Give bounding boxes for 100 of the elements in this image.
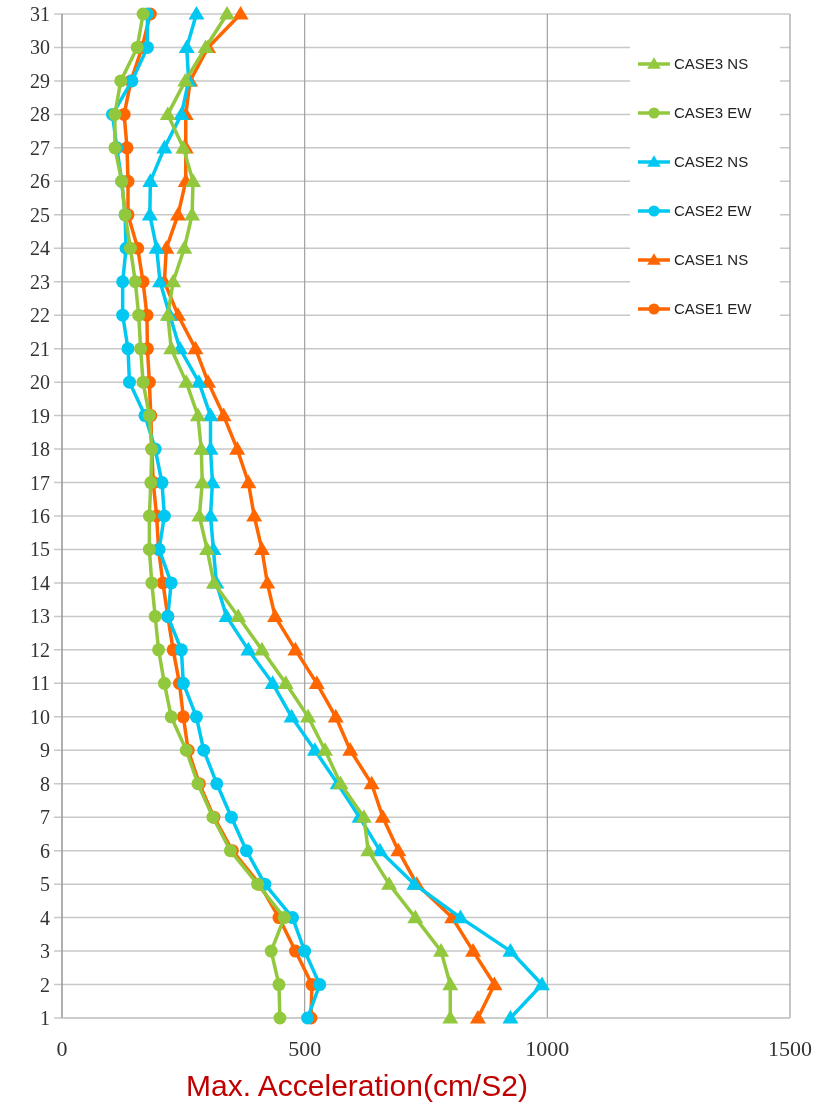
point: [218, 608, 235, 622]
point: [176, 240, 193, 254]
point: [253, 641, 270, 656]
point: [272, 978, 286, 992]
point: [277, 675, 294, 689]
point: [176, 710, 190, 724]
y-tick-label: 25: [30, 203, 50, 226]
point: [283, 708, 300, 723]
x-axis-title: Max. Acceleration(cm/S2): [186, 1069, 528, 1102]
y-tick-label: 19: [30, 404, 50, 427]
point: [130, 40, 144, 54]
point: [156, 139, 173, 154]
point: [163, 340, 180, 355]
point: [355, 809, 372, 823]
legend-label: CASE2 NS: [674, 153, 749, 171]
point: [240, 641, 257, 656]
point: [300, 708, 317, 723]
point: [390, 842, 407, 857]
point: [199, 541, 216, 556]
point: [165, 273, 182, 288]
point: [298, 944, 312, 958]
y-tick-label: 13: [30, 605, 50, 628]
legend-label: CASE3 EW: [674, 104, 753, 122]
y-tick-label: 11: [30, 672, 50, 695]
point: [407, 909, 424, 924]
point: [267, 608, 284, 622]
point: [148, 609, 162, 623]
point: [232, 6, 249, 20]
point: [128, 275, 142, 289]
point: [219, 6, 236, 20]
point: [239, 844, 253, 858]
y-tick-label: 16: [30, 505, 50, 527]
point: [433, 943, 450, 957]
y-tick-label: 12: [30, 638, 50, 661]
point: [381, 876, 398, 890]
y-tick-label: 14: [30, 571, 50, 594]
point: [360, 842, 377, 857]
point: [313, 978, 327, 992]
y-tick-label: 4: [40, 906, 50, 929]
point: [442, 1010, 459, 1024]
point: [259, 574, 276, 589]
point: [132, 308, 146, 322]
legend-label: CASE3 NS: [674, 55, 749, 73]
y-tick-label: 7: [40, 806, 50, 829]
point: [188, 6, 205, 20]
point: [114, 74, 128, 88]
point: [136, 375, 150, 389]
point: [210, 777, 224, 791]
point: [193, 441, 210, 455]
y-tick-label: 2: [40, 973, 50, 996]
point: [116, 308, 130, 322]
point: [277, 911, 291, 925]
y-tick-label: 6: [40, 839, 50, 862]
y-tick-label: 9: [40, 739, 50, 762]
point: [502, 1010, 519, 1024]
point: [215, 407, 232, 422]
x-tick-label: 0: [56, 1036, 68, 1061]
point: [121, 342, 135, 356]
point: [157, 676, 171, 690]
point: [148, 240, 165, 254]
point: [155, 476, 169, 490]
point: [327, 708, 344, 723]
point: [189, 710, 203, 724]
point: [189, 407, 206, 422]
point: [264, 944, 278, 958]
point: [229, 441, 246, 455]
point: [253, 541, 270, 556]
point: [152, 643, 166, 657]
point: [273, 1011, 287, 1025]
point: [159, 106, 176, 120]
point: [374, 809, 391, 823]
point: [240, 474, 257, 489]
y-tick-label: 26: [30, 170, 50, 193]
point: [246, 508, 263, 522]
y-tick-label: 30: [30, 36, 50, 59]
point: [122, 375, 136, 389]
y-tick-label: 23: [30, 270, 50, 293]
y-tick-label: 10: [30, 705, 50, 728]
point: [502, 943, 519, 957]
y-tick-label: 1: [40, 1007, 50, 1029]
point: [465, 943, 482, 957]
point: [176, 676, 190, 690]
legend-label: CASE1 EW: [674, 300, 753, 318]
point: [145, 576, 159, 590]
x-tick-label: 1500: [768, 1036, 812, 1061]
point: [178, 374, 195, 388]
point: [230, 608, 247, 622]
point: [342, 742, 359, 756]
point: [152, 273, 169, 288]
y-tick-label: 8: [40, 772, 50, 795]
point: [123, 241, 137, 255]
point: [287, 641, 304, 656]
point: [533, 976, 550, 991]
point: [486, 976, 503, 991]
y-tick-label: 21: [30, 337, 50, 360]
point: [174, 643, 188, 657]
y-tick-label: 17: [30, 471, 50, 494]
point: [178, 39, 195, 54]
point: [363, 775, 380, 790]
point: [442, 976, 459, 991]
